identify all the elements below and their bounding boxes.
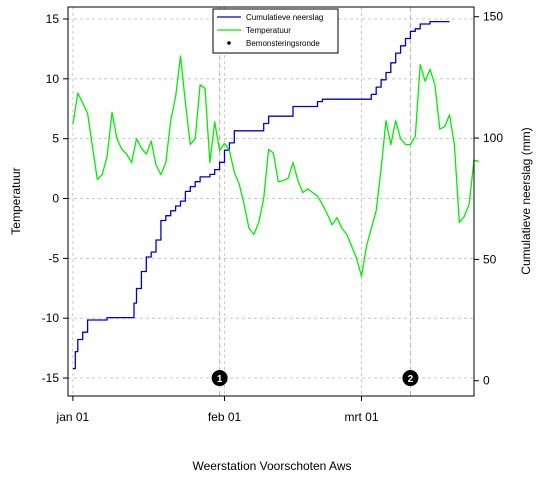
- legend-swatch-bemonstering: [227, 41, 231, 45]
- y-right-tick-label: 50: [483, 252, 497, 266]
- sampling-round-marker: [211, 370, 228, 387]
- legend: Cumulatieve neerslag Temperatuur Bemonst…: [212, 8, 339, 54]
- x-tick-label: mrt 01: [344, 410, 378, 424]
- series-line-neerslag: [72, 20, 450, 370]
- legend-label-temperatuur: Temperatuur: [246, 26, 291, 35]
- legend-label-neerslag: Cumulatieve neerslag: [246, 13, 323, 22]
- x-axis-title: Weerstation Voorschoten Aws: [193, 459, 352, 473]
- y-left-tick-label: 5: [52, 132, 59, 146]
- x-tick-label: feb 01: [208, 410, 242, 424]
- legend-label-bemonstering: Bemonsteringsronde: [246, 39, 320, 48]
- y-right-tick-label: 150: [483, 10, 503, 24]
- y-left-tick-label: -10: [42, 311, 60, 325]
- y-axis-right-title: Cumulatieve neerslag (mm): [519, 127, 533, 274]
- sampling-round-lines: [219, 7, 411, 396]
- x-tick-label: jan 01: [56, 410, 90, 424]
- y-axis-left-title: Temperatuur: [9, 167, 23, 234]
- y-left-tick-label: 10: [46, 72, 60, 86]
- legend-box: [212, 8, 339, 54]
- sampling-round-label: 1: [217, 374, 223, 385]
- y-left-tick-label: 15: [46, 12, 60, 26]
- series-line-temperatuur: [72, 55, 480, 277]
- sampling-round-marker: [402, 370, 419, 387]
- plot-frame: [67, 6, 475, 397]
- y-left-tick-label: 0: [52, 192, 59, 206]
- y-left-tick-label: -5: [48, 251, 59, 265]
- series-lines: [72, 20, 480, 370]
- sampling-round-label: 2: [408, 374, 414, 385]
- y-left-tick-label: -15: [42, 371, 60, 385]
- y-right-tick-label: 100: [483, 131, 503, 145]
- y-right-tick-label: 0: [483, 374, 490, 388]
- grid-lines: [68, 7, 474, 396]
